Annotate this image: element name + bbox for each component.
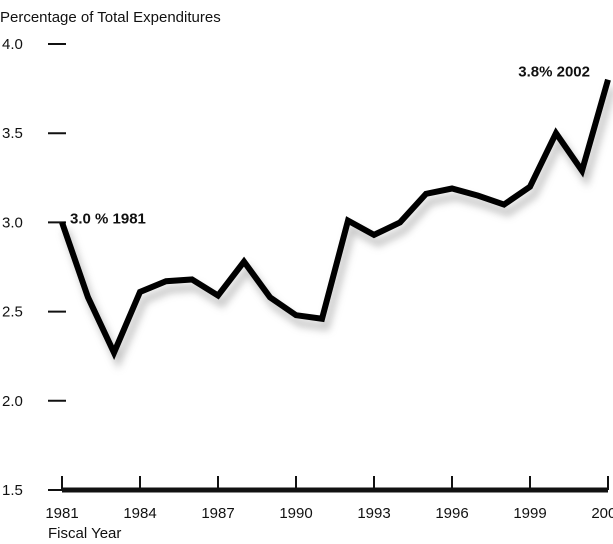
y-tick-label: 2.5 xyxy=(2,304,23,321)
x-tick-label: 1996 xyxy=(435,505,468,522)
line-shadow xyxy=(62,86,613,370)
y-tick-label: 2.0 xyxy=(2,393,23,410)
x-axis-label: Fiscal Year xyxy=(48,525,121,542)
x-tick-label: 1981 xyxy=(45,505,78,522)
annotation: 3.8% 2002 xyxy=(518,64,590,81)
y-tick-label: 4.0 xyxy=(2,36,23,53)
y-tick-label: 1.5 xyxy=(2,482,23,499)
x-tick-label: 1999 xyxy=(513,505,546,522)
y-tick-label: 3.0 xyxy=(2,214,23,231)
x-tick-label: 1987 xyxy=(201,505,234,522)
x-tick-label: 2002 xyxy=(591,505,613,522)
y-axis-label: Percentage of Total Expenditures xyxy=(0,9,221,26)
y-tick-label: 3.5 xyxy=(2,125,23,142)
annotation: 3.0 % 1981 xyxy=(70,210,146,227)
x-tick-label: 1993 xyxy=(357,505,390,522)
line xyxy=(59,78,611,360)
x-tick-label: 1990 xyxy=(279,505,312,522)
x-tick-label: 1984 xyxy=(123,505,156,522)
